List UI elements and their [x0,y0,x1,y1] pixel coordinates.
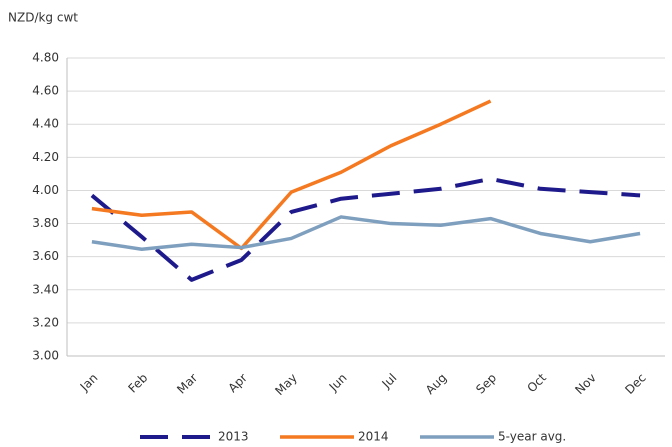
y-tick-label: 4.80 [32,51,59,65]
y-tick-label: 4.40 [32,117,59,131]
y-tick-label: 3.60 [32,249,59,263]
y-tick-label: 4.00 [32,183,59,197]
y-tick-label: 4.60 [32,84,59,98]
x-tick-label: Oct [524,370,549,395]
y-axis-label: NZD/kg cwt [8,11,78,25]
y-tick-label: 3.40 [32,282,59,296]
x-tick-label: Apr [225,371,250,396]
series-line [91,215,641,251]
x-tick-label: May [272,371,299,398]
x-tick-label: Dec [622,371,648,397]
y-tick-label: 3.80 [32,216,59,230]
x-tick-label: Mar [174,371,200,397]
x-tick-label: Jul [379,371,400,392]
legend-label: 5-year avg. [498,430,566,444]
x-tick-label: Jan [77,371,101,395]
x-tick-label: Aug [423,371,449,397]
x-tick-label: Sep [473,371,499,397]
x-tick-label: Jun [326,371,350,395]
legend-label: 2013 [218,430,249,444]
x-tick-label: Feb [125,371,150,396]
y-tick-label: 3.20 [32,315,59,329]
y-tick-label: 3.00 [32,349,59,363]
y-tick-label: 4.20 [32,150,59,164]
series-line [90,176,641,282]
legend-label: 2014 [358,430,389,444]
x-tick-label: Nov [572,371,598,397]
series-line [91,99,492,251]
